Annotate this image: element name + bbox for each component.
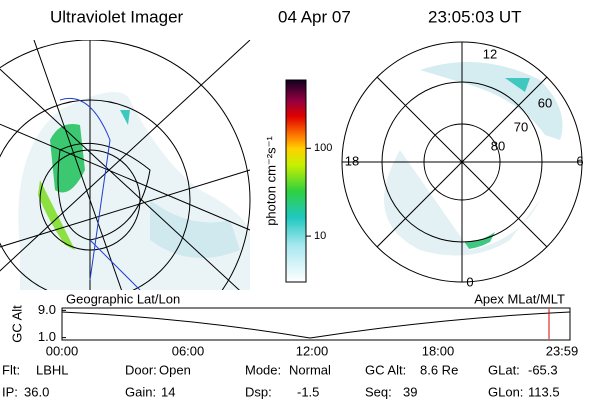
timeline-box [61,307,571,341]
field-value: 36.0 [24,384,49,399]
field-value: Open [159,362,191,377]
x-tick-label: 00:00 [46,343,79,358]
date: 04 Apr 07 [278,7,351,26]
field-label: GLon: [488,384,523,399]
field-value: 39 [403,384,417,399]
title: Ultraviolet Imager [50,7,184,26]
field-value: Normal [289,362,331,377]
x-tick-label: 12:00 [296,343,329,358]
x-tick-label: 06:00 [172,343,205,358]
field-label: Dsp: [245,384,272,399]
hour-label: 12 [483,46,497,61]
lat-label: 60 [538,95,552,110]
field-label: Flt: [2,362,20,377]
field-label: GC Alt: [365,362,406,377]
time: 23:05:03 UT [428,7,522,26]
colorbar-tick-label: 100 [314,142,332,154]
lat-label: 80 [491,138,505,153]
field-value: 14 [161,384,175,399]
field-label: Seq: [365,384,392,399]
hour-label: 0 [466,274,473,289]
field-value: -65.3 [528,362,558,377]
field-label: Mode: [245,362,281,377]
field-label: GLat: [488,362,520,377]
y-tick-label: 9.0 [38,302,56,317]
altitude-curve [61,311,571,339]
field-label: Door: [125,362,157,377]
polar-plot [341,41,583,283]
field-value: -1.5 [297,384,319,399]
axis-label: GC Alt [9,305,24,343]
field-label: IP: [2,384,18,399]
left-label: Geographic Lat/Lon [66,291,180,306]
lat-label: 70 [514,119,528,134]
field-value: 113.5 [528,384,560,399]
hour-label: 6 [576,153,583,168]
field-value: LBHL [36,362,69,377]
colorbar-tick-label: 10 [314,230,326,242]
field-label: Gain: [125,384,156,399]
field-value: 8.6 Re [420,362,458,377]
right-label: Apex MLat/MLT [474,291,565,306]
geographic-map [0,40,251,290]
hour-label: 18 [345,153,359,168]
y-tick-label: 1.0 [38,329,56,344]
colorbar [285,79,307,283]
x-tick-label: 18:00 [422,343,455,358]
colorbar-label: photon cm⁻²s⁻¹ [263,136,278,226]
x-tick-label: 23:59 [546,343,579,358]
